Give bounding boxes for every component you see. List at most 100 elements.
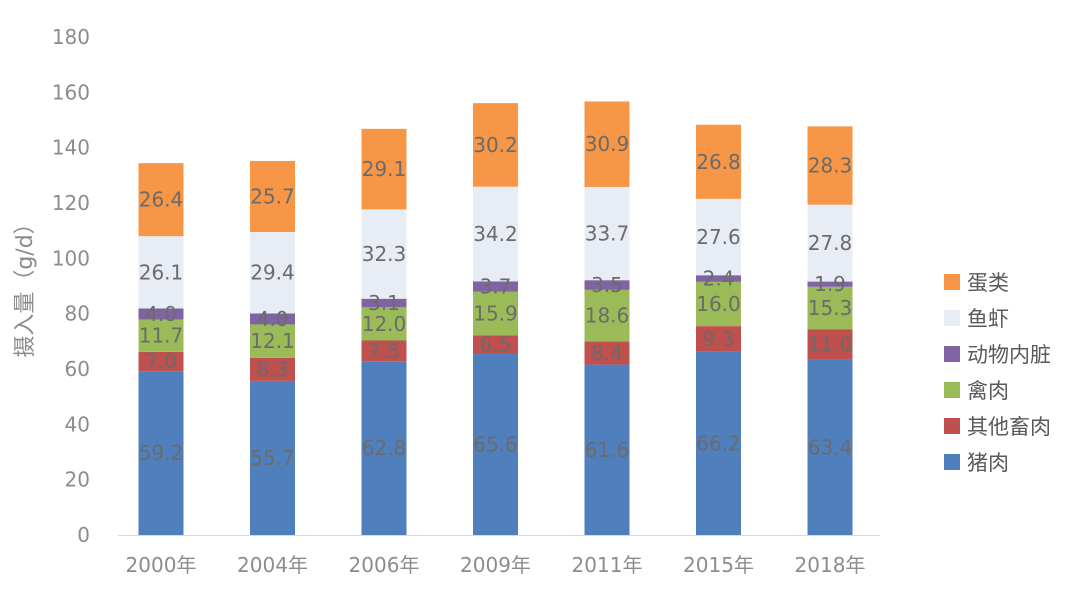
data-label: 12.0 <box>362 312 407 336</box>
data-label: 63.4 <box>808 435 853 459</box>
bar-segment <box>807 281 853 287</box>
bar-segment <box>473 186 518 282</box>
y-tick-label: 40 <box>65 412 90 436</box>
y-tick-label: 160 <box>52 80 90 104</box>
data-label: 33.7 <box>585 222 630 246</box>
bar-segment <box>696 275 741 282</box>
x-tick-label: 2006年 <box>349 553 420 577</box>
y-tick-label: 120 <box>52 191 90 215</box>
bar-segment <box>361 307 407 341</box>
data-label: 65.6 <box>473 432 518 456</box>
data-label: 32.3 <box>362 242 407 266</box>
x-tick-label: 2011年 <box>572 553 643 577</box>
bar-segment <box>696 198 741 276</box>
bar-segment <box>361 209 407 299</box>
legend-swatch <box>944 382 960 398</box>
x-tick-label: 2000年 <box>126 553 197 577</box>
y-tick-label: 60 <box>65 357 90 381</box>
y-axis-label: 摄入量（g/d） <box>13 212 38 357</box>
data-label: 30.9 <box>585 132 630 156</box>
data-label: 62.8 <box>362 436 407 460</box>
bar-segment <box>138 351 184 372</box>
bar-segment <box>138 371 184 535</box>
data-label: 34.2 <box>473 222 518 246</box>
bar-segment <box>584 341 630 365</box>
y-tick-label: 0 <box>77 523 90 547</box>
bar-segment <box>250 357 295 381</box>
legend-swatch <box>944 418 960 434</box>
legend-swatch <box>944 274 960 290</box>
legend-label: 猪肉 <box>967 451 1009 475</box>
bar-segment <box>584 186 630 281</box>
bar-segment <box>696 124 741 199</box>
data-label: 3.5 <box>591 273 623 297</box>
bar-segment <box>361 128 407 210</box>
bar-segment <box>696 326 741 352</box>
bar-segment <box>807 359 853 535</box>
data-label: 30.2 <box>473 133 518 157</box>
x-tick-label: 2018年 <box>795 553 866 577</box>
y-tick-label: 80 <box>65 302 90 326</box>
bar-segment <box>584 364 630 535</box>
bar-segment <box>473 353 518 535</box>
data-label: 2.4 <box>703 267 735 291</box>
x-tick-label: 2015年 <box>683 553 754 577</box>
data-label: 3.7 <box>480 274 512 298</box>
x-tick-label: 2004年 <box>237 553 308 577</box>
bar-segment <box>807 126 853 205</box>
legend-label: 蛋类 <box>967 271 1009 295</box>
legend-swatch <box>944 454 960 470</box>
y-tick-label: 140 <box>52 136 90 160</box>
bar-segment <box>807 329 853 360</box>
data-label: 15.3 <box>808 296 853 320</box>
data-label: 12.1 <box>250 329 295 353</box>
x-axis: 2000年 2004年 2006年 2009年 2011年 2015年 2018年 <box>118 535 880 577</box>
bar-segment <box>473 281 518 292</box>
bar-segment <box>696 281 741 327</box>
bar-segment <box>473 103 518 187</box>
bar-segment <box>138 163 184 237</box>
legend-swatch <box>944 310 960 326</box>
legend-label: 动物内脏 <box>967 343 1051 367</box>
bar-segment <box>138 236 184 309</box>
data-label: 26.4 <box>139 188 184 212</box>
legend-swatch <box>944 346 960 362</box>
data-label: 11.0 <box>808 332 853 356</box>
data-label: 18.6 <box>585 304 630 328</box>
bar-segment <box>361 361 407 535</box>
legend-label: 鱼虾 <box>967 307 1009 331</box>
data-label: 27.8 <box>808 231 853 255</box>
data-labels: 59.27.011.74.026.126.455.78.312.14.029.4… <box>139 132 853 470</box>
bar-segment <box>696 351 741 535</box>
data-label: 27.6 <box>696 225 741 249</box>
legend-label: 其他畜肉 <box>967 415 1051 439</box>
data-label: 55.7 <box>250 446 295 470</box>
data-label: 3.1 <box>368 291 400 315</box>
data-label: 66.2 <box>696 431 741 455</box>
bar-segment <box>584 289 630 342</box>
data-label: 6.5 <box>480 333 512 357</box>
data-label: 59.2 <box>139 441 184 465</box>
bar-segment <box>584 280 630 290</box>
bar-segment <box>473 291 518 336</box>
bar-segment <box>250 380 295 535</box>
bar-segment <box>250 232 295 314</box>
data-label: 61.6 <box>585 438 630 462</box>
y-axis: 0 20 40 60 80 100 120 140 160 180 <box>52 25 90 547</box>
data-label: 16.0 <box>696 292 741 316</box>
bar-segment <box>807 286 853 330</box>
data-label: 8.4 <box>591 341 623 365</box>
data-label: 11.7 <box>139 324 184 348</box>
bar-segment <box>250 160 295 233</box>
data-label: 26.8 <box>696 150 741 174</box>
bar-segment <box>361 298 407 308</box>
data-label: 26.1 <box>139 260 184 284</box>
bar-segment <box>250 324 295 358</box>
data-label: 8.3 <box>257 357 289 381</box>
bar-segment <box>138 308 184 320</box>
data-label: 28.3 <box>808 154 853 178</box>
data-label: 4.0 <box>257 307 289 331</box>
data-label: 9.3 <box>703 327 735 351</box>
legend-label: 禽肉 <box>967 379 1009 403</box>
data-label: 7.5 <box>368 339 400 363</box>
